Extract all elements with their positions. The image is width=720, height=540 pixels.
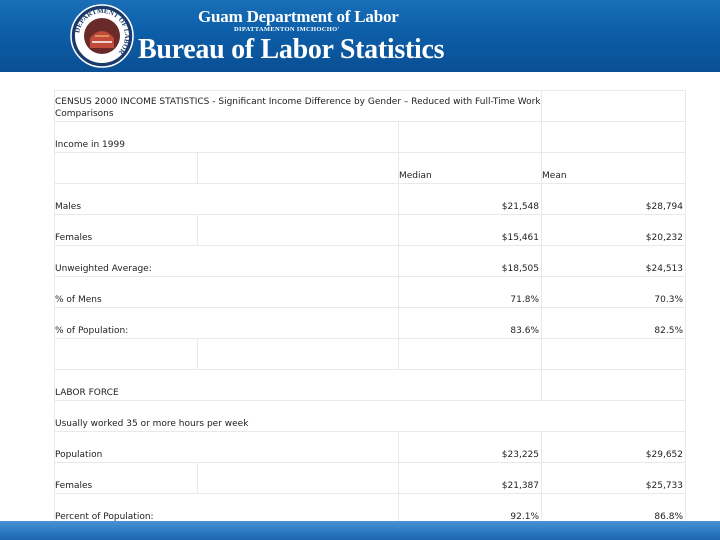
- row-label: % of Population:: [54, 307, 399, 339]
- table-row: Median Mean: [54, 152, 687, 184]
- mean-value: $24,513: [541, 245, 687, 277]
- median-value: $23,225: [397, 431, 543, 463]
- table-row: Unweighted Average: $18,505 $24,513: [54, 245, 687, 277]
- mean-value: $25,733: [541, 462, 687, 494]
- table-row: CENSUS 2000 INCOME STATISTICS - Signific…: [53, 90, 687, 122]
- row-label: Females: [54, 462, 198, 494]
- table-cell: [54, 152, 198, 184]
- row-label: Females: [54, 214, 198, 246]
- mean-value: 70.3%: [541, 276, 687, 308]
- bureau-title: Bureau of Labor Statistics: [138, 34, 445, 65]
- row-label: Males: [54, 183, 399, 215]
- table-cell: [541, 90, 687, 122]
- table-row: % of Population: 83.6% 82.5%: [54, 307, 687, 339]
- column-header-mean: Mean: [541, 152, 687, 184]
- department-title: Guam Department of Labor: [198, 7, 399, 26]
- table-row: Population $23,225 $29,652: [54, 431, 687, 463]
- table-cell: [541, 338, 687, 370]
- table-title: CENSUS 2000 INCOME STATISTICS - Signific…: [53, 90, 543, 122]
- row-label: % of Mens: [54, 276, 399, 308]
- median-value: $21,387: [397, 462, 543, 494]
- mean-value: 82.5%: [541, 307, 687, 339]
- mean-value: $20,232: [541, 214, 687, 246]
- mean-value: 86.8%: [541, 493, 687, 525]
- table-cell: [197, 462, 399, 494]
- table-row: Percent of Population: 92.1% 86.8%: [54, 493, 687, 525]
- row-label: Percent of Population:: [54, 493, 399, 525]
- row-label: Population: [54, 431, 399, 463]
- table-row: Females $21,387 $25,733: [54, 462, 687, 494]
- table-row: Usually worked 35 or more hours per week: [53, 400, 687, 432]
- column-header-median: Median: [397, 152, 543, 184]
- header-banner: DEPARTMENT OF LABOR Guam Department of L…: [0, 0, 720, 72]
- table-cell: [197, 214, 399, 246]
- table-row: LABOR FORCE: [53, 369, 687, 401]
- median-value: $18,505: [397, 245, 543, 277]
- department-seal-icon: DEPARTMENT OF LABOR: [70, 4, 134, 68]
- median-value: $15,461: [397, 214, 543, 246]
- income-statistics-table: CENSUS 2000 INCOME STATISTICS - Signific…: [53, 90, 687, 525]
- table-row: Income in 1999: [54, 121, 687, 153]
- median-value: 92.1%: [397, 493, 543, 525]
- table-cell: [397, 338, 543, 370]
- mean-value: $28,794: [541, 183, 687, 215]
- table-row: Females $15,461 $20,232: [54, 214, 687, 246]
- table-cell: [397, 121, 543, 153]
- table-cell: [541, 369, 687, 401]
- table-subtitle: Income in 1999: [54, 121, 399, 153]
- median-value: $21,548: [397, 183, 543, 215]
- table-cell: [197, 338, 399, 370]
- footer-bar: [0, 521, 720, 540]
- table-cell: [54, 338, 198, 370]
- table-cell: [541, 121, 687, 153]
- median-value: 83.6%: [397, 307, 543, 339]
- section-subheading: Usually worked 35 or more hours per week: [53, 400, 687, 432]
- mean-value: $29,652: [541, 431, 687, 463]
- table-row: % of Mens 71.8% 70.3%: [54, 276, 687, 308]
- row-label: Unweighted Average:: [54, 245, 399, 277]
- table-row: [54, 338, 687, 370]
- section-heading: LABOR FORCE: [53, 369, 543, 401]
- department-subtitle: DIPATTAMENTON IMCHOCHO': [234, 26, 340, 33]
- median-value: 71.8%: [397, 276, 543, 308]
- table-cell: [197, 152, 399, 184]
- table-row: Males $21,548 $28,794: [54, 183, 687, 215]
